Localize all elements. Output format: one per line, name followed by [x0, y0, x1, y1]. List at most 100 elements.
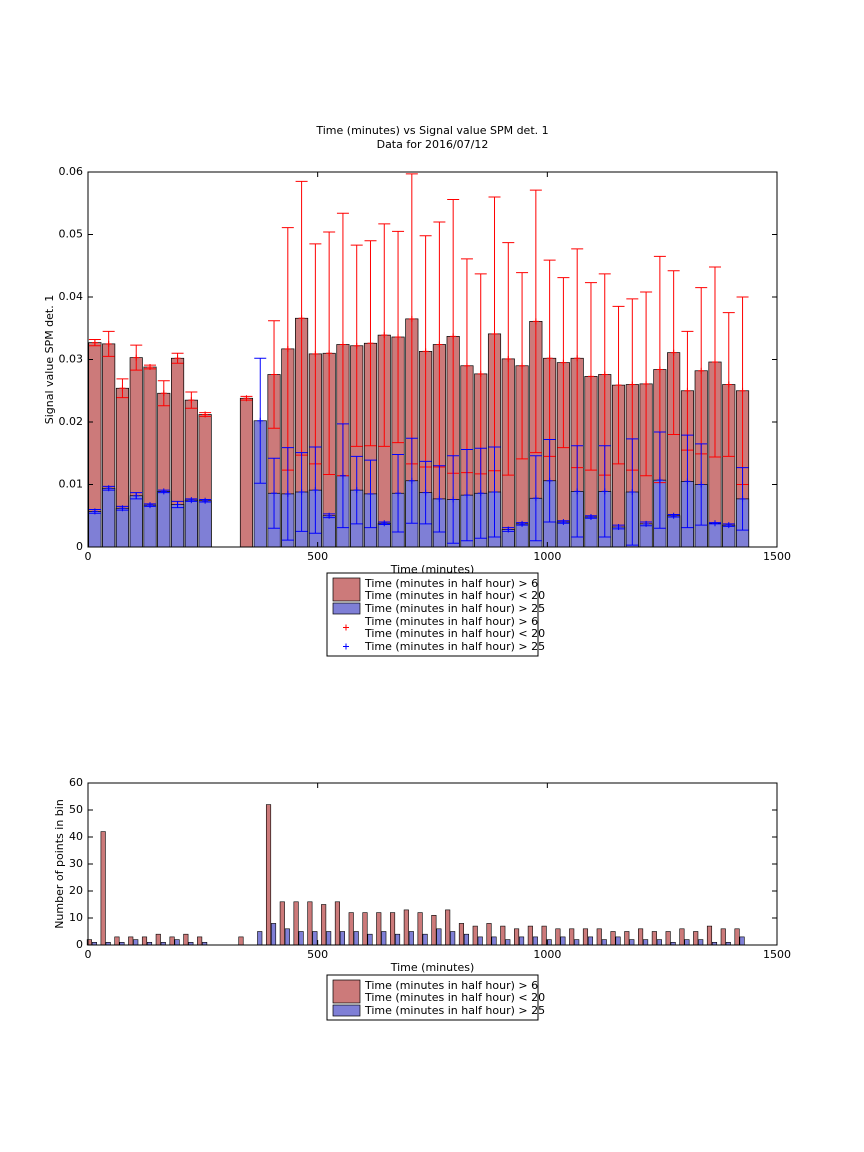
error-bar — [722, 522, 735, 529]
plus-marker — [725, 381, 732, 388]
bar — [376, 912, 382, 946]
bar — [100, 831, 106, 946]
x-tick-label: 0 — [85, 550, 92, 563]
error-bar — [433, 465, 446, 533]
y-tick-label: 0 — [76, 938, 83, 951]
error-bar — [392, 230, 405, 444]
plus-marker — [725, 522, 732, 529]
bar — [270, 923, 277, 946]
y-tick-label: 0.06 — [59, 165, 84, 178]
plus-marker — [133, 354, 140, 361]
bar — [582, 928, 589, 946]
error-bar — [378, 520, 391, 527]
bar — [532, 936, 538, 946]
plus-marker — [147, 364, 154, 370]
plus-marker — [257, 417, 264, 424]
y-tick-label: 60 — [69, 776, 83, 789]
plus-marker — [739, 495, 746, 502]
error-bar — [502, 242, 515, 476]
error-bar — [405, 173, 418, 465]
error-bar — [254, 357, 267, 484]
bar — [624, 931, 630, 946]
legend-label: Time (minutes in half hour) > 6 — [364, 577, 538, 590]
x-tick-label: 500 — [307, 550, 328, 563]
y-tick-label: 0 — [76, 540, 83, 553]
bar — [293, 901, 299, 946]
plus-marker — [243, 395, 250, 402]
y-tick-label: 0.05 — [59, 228, 84, 241]
error-bar — [598, 445, 611, 538]
plus-marker — [271, 490, 278, 497]
plus-marker — [711, 359, 718, 365]
plus-marker — [422, 348, 429, 355]
y-tick-label: 40 — [69, 830, 83, 843]
bar — [238, 936, 244, 946]
plus-marker — [477, 490, 484, 497]
plus-marker — [284, 490, 291, 497]
legend-label: Time (minutes in half hour) < 20 — [364, 991, 545, 1004]
plus-marker — [698, 481, 705, 488]
error-bar — [364, 240, 377, 447]
bar — [541, 925, 547, 946]
bar — [133, 939, 139, 946]
error-bar — [557, 519, 570, 525]
bar — [183, 933, 189, 946]
plus-marker — [202, 497, 209, 504]
plus-marker — [532, 318, 539, 325]
bar — [486, 923, 492, 946]
plus-marker — [91, 339, 98, 346]
bar — [184, 499, 198, 548]
bar — [463, 933, 470, 946]
bar — [157, 491, 171, 548]
error-bar — [378, 223, 391, 447]
error-bar — [516, 520, 529, 527]
error-bar — [447, 455, 460, 544]
error-bar — [295, 452, 308, 532]
bar — [141, 936, 148, 946]
plus-marker — [188, 397, 195, 404]
bar — [477, 936, 483, 946]
error-bar — [722, 312, 735, 457]
legend-label: Time (minutes in half hour) > 25 — [364, 640, 545, 653]
y-tick-label: 20 — [69, 884, 83, 897]
plus-marker — [519, 362, 526, 369]
y-tick-label: 0.04 — [59, 290, 84, 303]
bar — [88, 511, 102, 548]
error-bar — [695, 287, 708, 455]
y-tick-label: 10 — [69, 911, 83, 924]
bar — [403, 909, 409, 946]
bar — [353, 931, 359, 946]
error-bar — [116, 505, 129, 512]
error-bar — [157, 488, 170, 495]
error-bar — [323, 512, 336, 519]
plus-marker — [147, 502, 154, 509]
plus-marker — [450, 496, 457, 503]
error-bar — [516, 272, 529, 460]
bar — [307, 901, 313, 946]
error-bar — [171, 352, 184, 364]
legend-label: Time (minutes in half hour) > 6 — [364, 979, 538, 992]
bar — [643, 939, 649, 946]
bar — [684, 939, 690, 946]
plus-marker — [326, 350, 333, 357]
error-bar — [460, 449, 473, 542]
error-bar — [695, 443, 708, 526]
bar — [114, 936, 120, 946]
plus-marker — [436, 495, 443, 502]
x-tick-label: 500 — [307, 948, 328, 961]
error-bar — [88, 339, 101, 347]
bar — [601, 939, 607, 946]
bar — [174, 939, 180, 946]
plus-marker — [271, 371, 278, 378]
plus-marker — [601, 371, 608, 378]
error-bar — [116, 378, 129, 399]
plus-marker — [574, 488, 581, 495]
bar — [679, 928, 685, 946]
plus-marker — [105, 340, 112, 347]
error-bar — [185, 391, 198, 409]
error-bar — [171, 500, 184, 509]
error-bar — [102, 330, 115, 357]
bar — [638, 928, 644, 946]
bar — [431, 914, 437, 946]
